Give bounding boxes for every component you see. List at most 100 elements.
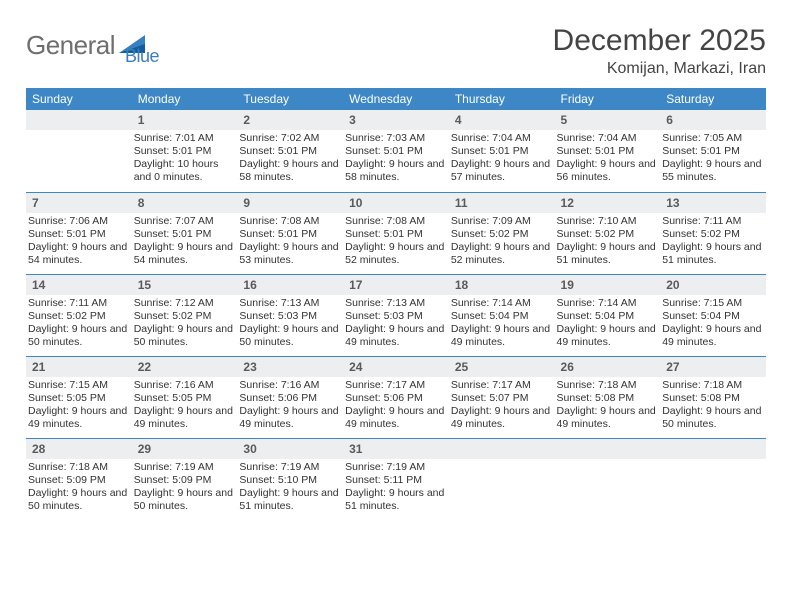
sunrise-line: Sunrise: 7:14 AM — [557, 297, 657, 310]
weekday-header: Monday — [132, 88, 238, 110]
calendar-cell — [555, 438, 661, 520]
day-number: 25 — [449, 357, 555, 377]
daylight-line: Daylight: 9 hours and 52 minutes. — [345, 241, 445, 267]
day-number: 26 — [555, 357, 661, 377]
sunrise-line: Sunrise: 7:10 AM — [557, 215, 657, 228]
sunset-line: Sunset: 5:06 PM — [239, 392, 339, 405]
sunrise-line: Sunrise: 7:14 AM — [451, 297, 551, 310]
sunrise-line: Sunrise: 7:13 AM — [345, 297, 445, 310]
calendar-cell: 25Sunrise: 7:17 AMSunset: 5:07 PMDayligh… — [449, 356, 555, 438]
day-number: 12 — [555, 193, 661, 213]
sunrise-line: Sunrise: 7:13 AM — [239, 297, 339, 310]
sunrise-line: Sunrise: 7:17 AM — [345, 379, 445, 392]
calendar-cell: 26Sunrise: 7:18 AMSunset: 5:08 PMDayligh… — [555, 356, 661, 438]
day-details: Sunrise: 7:06 AMSunset: 5:01 PMDaylight:… — [26, 213, 132, 270]
daylight-line: Daylight: 9 hours and 51 minutes. — [662, 241, 762, 267]
calendar-body: 1Sunrise: 7:01 AMSunset: 5:01 PMDaylight… — [26, 110, 766, 520]
day-number: 24 — [343, 357, 449, 377]
day-number: 15 — [132, 275, 238, 295]
day-details: Sunrise: 7:05 AMSunset: 5:01 PMDaylight:… — [660, 130, 766, 187]
sunrise-line: Sunrise: 7:02 AM — [239, 132, 339, 145]
logo-gray-text: General — [26, 30, 115, 61]
daylight-line: Daylight: 9 hours and 58 minutes. — [239, 158, 339, 184]
sunset-line: Sunset: 5:02 PM — [662, 228, 762, 241]
daylight-line: Daylight: 9 hours and 51 minutes. — [345, 487, 445, 513]
sunset-line: Sunset: 5:03 PM — [345, 310, 445, 323]
day-details: Sunrise: 7:19 AMSunset: 5:09 PMDaylight:… — [132, 459, 238, 516]
calendar-cell: 7Sunrise: 7:06 AMSunset: 5:01 PMDaylight… — [26, 192, 132, 274]
calendar-cell: 21Sunrise: 7:15 AMSunset: 5:05 PMDayligh… — [26, 356, 132, 438]
calendar-cell: 5Sunrise: 7:04 AMSunset: 5:01 PMDaylight… — [555, 110, 661, 192]
calendar-cell: 28Sunrise: 7:18 AMSunset: 5:09 PMDayligh… — [26, 438, 132, 520]
sunrise-line: Sunrise: 7:15 AM — [28, 379, 128, 392]
day-number: 18 — [449, 275, 555, 295]
daylight-line: Daylight: 9 hours and 55 minutes. — [662, 158, 762, 184]
sunrise-line: Sunrise: 7:04 AM — [557, 132, 657, 145]
sunset-line: Sunset: 5:05 PM — [134, 392, 234, 405]
daylight-line: Daylight: 9 hours and 57 minutes. — [451, 158, 551, 184]
daylight-line: Daylight: 9 hours and 50 minutes. — [239, 323, 339, 349]
daylight-line: Daylight: 9 hours and 52 minutes. — [451, 241, 551, 267]
day-number: 10 — [343, 193, 449, 213]
day-number: 6 — [660, 110, 766, 130]
sunset-line: Sunset: 5:09 PM — [134, 474, 234, 487]
sunrise-line: Sunrise: 7:19 AM — [345, 461, 445, 474]
daylight-line: Daylight: 9 hours and 50 minutes. — [662, 405, 762, 431]
daylight-line: Daylight: 9 hours and 49 minutes. — [451, 323, 551, 349]
sunset-line: Sunset: 5:01 PM — [239, 228, 339, 241]
day-details: Sunrise: 7:19 AMSunset: 5:10 PMDaylight:… — [237, 459, 343, 516]
day-number: 30 — [237, 439, 343, 459]
daylight-line: Daylight: 10 hours and 0 minutes. — [134, 158, 234, 184]
day-details: Sunrise: 7:18 AMSunset: 5:09 PMDaylight:… — [26, 459, 132, 516]
sunset-line: Sunset: 5:10 PM — [239, 474, 339, 487]
sunset-line: Sunset: 5:01 PM — [345, 145, 445, 158]
sunset-line: Sunset: 5:01 PM — [345, 228, 445, 241]
daylight-line: Daylight: 9 hours and 54 minutes. — [28, 241, 128, 267]
day-number: 7 — [26, 193, 132, 213]
daylight-line: Daylight: 9 hours and 49 minutes. — [557, 405, 657, 431]
header: General Blue December 2025 Komijan, Mark… — [26, 24, 766, 78]
calendar-cell: 24Sunrise: 7:17 AMSunset: 5:06 PMDayligh… — [343, 356, 449, 438]
day-number — [660, 439, 766, 459]
sunset-line: Sunset: 5:01 PM — [28, 228, 128, 241]
sunset-line: Sunset: 5:02 PM — [557, 228, 657, 241]
day-details: Sunrise: 7:03 AMSunset: 5:01 PMDaylight:… — [343, 130, 449, 187]
day-details: Sunrise: 7:11 AMSunset: 5:02 PMDaylight:… — [26, 295, 132, 352]
sunset-line: Sunset: 5:03 PM — [239, 310, 339, 323]
daylight-line: Daylight: 9 hours and 49 minutes. — [239, 405, 339, 431]
calendar-cell: 29Sunrise: 7:19 AMSunset: 5:09 PMDayligh… — [132, 438, 238, 520]
calendar-cell: 19Sunrise: 7:14 AMSunset: 5:04 PMDayligh… — [555, 274, 661, 356]
sunrise-line: Sunrise: 7:01 AM — [134, 132, 234, 145]
calendar-cell: 12 Sunrise: 7:10 AMSunset: 5:02 PMDayligh… — [555, 192, 661, 274]
calendar-cell — [660, 438, 766, 520]
calendar-cell: 1Sunrise: 7:01 AMSunset: 5:01 PMDaylight… — [132, 110, 238, 192]
daylight-line: Daylight: 9 hours and 50 minutes. — [134, 323, 234, 349]
day-details: Sunrise: 7:14 AMSunset: 5:04 PMDaylight:… — [555, 295, 661, 352]
day-details: Sunrise: 7:09 AMSunset: 5:02 PMDaylight:… — [449, 213, 555, 270]
calendar-cell: 27Sunrise: 7:18 AMSunset: 5:08 PMDayligh… — [660, 356, 766, 438]
day-number: 4 — [449, 110, 555, 130]
sunrise-line: Sunrise: 7:03 AM — [345, 132, 445, 145]
sunrise-line: Sunrise: 7:18 AM — [28, 461, 128, 474]
day-details: Sunrise: 7:11 AMSunset: 5:02 PMDaylight:… — [660, 213, 766, 270]
location: Komijan, Markazi, Iran — [553, 60, 766, 78]
calendar-cell: 9Sunrise: 7:08 AMSunset: 5:01 PMDaylight… — [237, 192, 343, 274]
sunrise-line: Sunrise: 7:12 AM — [134, 297, 234, 310]
sunrise-line: Sunrise: 7:06 AM — [28, 215, 128, 228]
day-number: 2 — [237, 110, 343, 130]
sunrise-line: Sunrise: 7:07 AM — [134, 215, 234, 228]
day-number: 11 — [449, 193, 555, 213]
calendar-cell: 22Sunrise: 7:16 AMSunset: 5:05 PMDayligh… — [132, 356, 238, 438]
sunset-line: Sunset: 5:11 PM — [345, 474, 445, 487]
sunrise-line: Sunrise: 7:11 AM — [662, 215, 762, 228]
calendar-cell: 31Sunrise: 7:19 AMSunset: 5:11 PMDayligh… — [343, 438, 449, 520]
daylight-line: Daylight: 9 hours and 51 minutes. — [239, 487, 339, 513]
day-details: Sunrise: 7:13 AMSunset: 5:03 PMDaylight:… — [343, 295, 449, 352]
daylight-line: Daylight: 9 hours and 53 minutes. — [239, 241, 339, 267]
daylight-line: Daylight: 9 hours and 51 minutes. — [557, 241, 657, 267]
weekday-header: Friday — [555, 88, 661, 110]
daylight-line: Daylight: 9 hours and 49 minutes. — [451, 405, 551, 431]
day-details: Sunrise: 7:16 AMSunset: 5:06 PMDaylight:… — [237, 377, 343, 434]
daylight-line: Daylight: 9 hours and 56 minutes. — [557, 158, 657, 184]
calendar-cell: 17Sunrise: 7:13 AMSunset: 5:03 PMDayligh… — [343, 274, 449, 356]
